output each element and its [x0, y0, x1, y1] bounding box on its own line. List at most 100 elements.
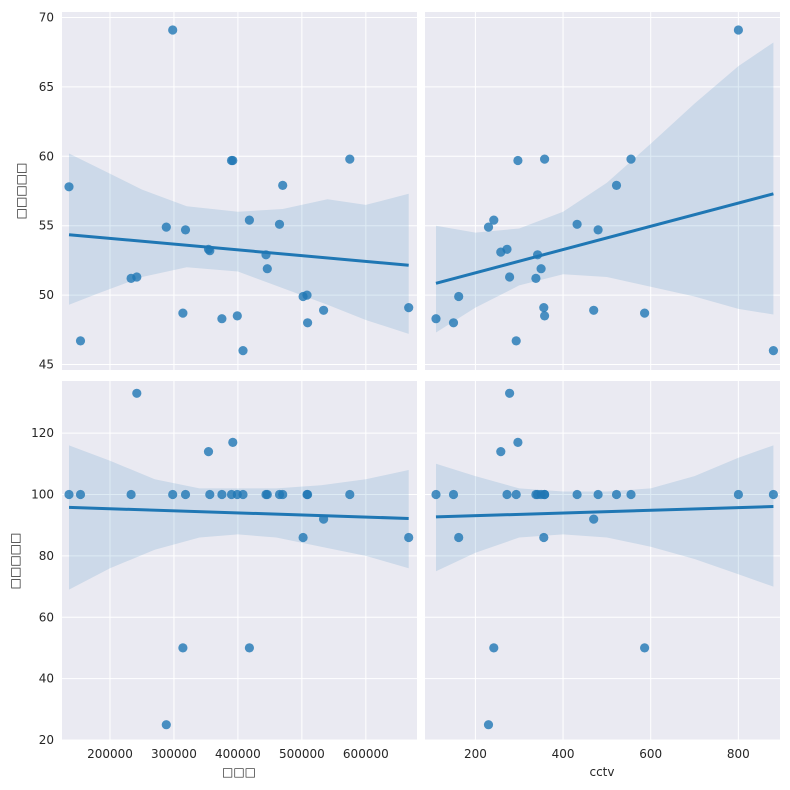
data-point: [262, 264, 272, 274]
regression-line: [68, 505, 409, 520]
data-point: [75, 489, 86, 500]
data-point: [505, 388, 515, 398]
data-point: [278, 180, 288, 190]
panel-background: [62, 12, 417, 370]
col-0-x-axis-label: □□□: [222, 765, 256, 779]
data-point: [319, 305, 329, 315]
data-point: [489, 215, 499, 225]
y-tick-label: 80: [39, 549, 54, 563]
data-point: [168, 489, 178, 500]
data-point: [502, 244, 512, 254]
x-tick-label: 800: [727, 747, 750, 761]
data-point: [262, 489, 272, 500]
row-0-y-axis-label: □□□□□: [14, 163, 28, 220]
data-point: [511, 489, 521, 500]
y-tick-label: 60: [39, 149, 54, 163]
data-point: [626, 154, 636, 164]
x-tick-label: 400000: [215, 747, 261, 761]
data-point: [589, 514, 599, 524]
data-point: [448, 318, 459, 328]
x-tick-label: 400: [552, 747, 575, 761]
data-point: [496, 447, 506, 457]
x-tick-label: 200: [464, 747, 487, 761]
data-point: [539, 303, 549, 313]
data-point: [531, 273, 541, 283]
data-point: [404, 532, 414, 543]
data-point: [511, 336, 521, 346]
data-point: [540, 311, 550, 321]
data-point: [733, 489, 744, 500]
x-tick-label: 200000: [87, 747, 133, 761]
data-point: [768, 489, 779, 500]
data-point: [513, 437, 523, 447]
panel-background: [425, 381, 780, 740]
data-point: [261, 250, 271, 260]
panel-0-1: [425, 12, 780, 370]
data-point: [168, 25, 178, 35]
data-point: [238, 489, 248, 500]
data-point: [244, 643, 254, 653]
panel-1-1: 200 400 600 800: [425, 381, 780, 761]
data-point: [244, 215, 254, 225]
panel-background: [425, 12, 780, 370]
data-point: [640, 308, 650, 318]
data-point: [540, 154, 550, 164]
data-point: [533, 250, 543, 260]
y-tick-label: 50: [39, 288, 54, 302]
data-point: [319, 514, 329, 524]
data-point: [302, 290, 312, 300]
data-point: [593, 225, 603, 235]
data-point: [448, 489, 459, 500]
data-point: [345, 489, 355, 500]
data-point: [483, 222, 494, 232]
data-point: [540, 489, 550, 500]
data-point: [180, 225, 191, 235]
regression-line: [435, 504, 774, 519]
data-point: [64, 489, 74, 500]
data-point: [404, 303, 414, 313]
y-tick-label: 70: [39, 11, 54, 25]
data-point: [64, 182, 74, 192]
data-point: [217, 489, 227, 500]
data-point: [228, 437, 238, 447]
data-point: [640, 643, 650, 653]
data-point: [217, 314, 227, 324]
data-point: [454, 291, 464, 302]
data-point: [161, 720, 171, 730]
data-point: [572, 219, 582, 229]
regression-line: [68, 233, 409, 267]
confidence-band: [436, 445, 774, 587]
data-point: [454, 532, 464, 543]
data-point: [303, 489, 313, 500]
data-point: [539, 532, 549, 543]
data-point: [205, 246, 215, 256]
data-point: [431, 489, 441, 500]
y-tick-label: 20: [39, 733, 54, 747]
data-point: [178, 643, 188, 653]
data-point: [203, 447, 214, 457]
data-point: [298, 532, 308, 543]
row-1-y-axis-label: □□□□□: [8, 533, 22, 590]
data-point: [489, 643, 499, 653]
regression-line: [435, 192, 774, 285]
y-tick-label: 100: [31, 488, 54, 502]
data-point: [228, 155, 238, 166]
data-point: [126, 489, 136, 500]
y-tick-label: 60: [39, 610, 54, 624]
data-point: [483, 720, 494, 730]
data-point: [132, 388, 142, 398]
data-point: [132, 272, 142, 282]
x-tick-label: 300000: [151, 747, 197, 761]
data-point: [611, 489, 622, 500]
data-point: [733, 25, 744, 35]
panel-0-0: 45 50 55 60 65 70: [39, 11, 417, 371]
x-tick-label: 600000: [343, 747, 389, 761]
data-point: [593, 489, 603, 500]
data-point: [536, 264, 546, 274]
data-point: [161, 222, 171, 232]
data-point: [768, 346, 779, 356]
data-point: [205, 489, 215, 500]
data-point: [232, 311, 242, 321]
data-point: [180, 489, 191, 500]
data-point: [611, 180, 622, 190]
